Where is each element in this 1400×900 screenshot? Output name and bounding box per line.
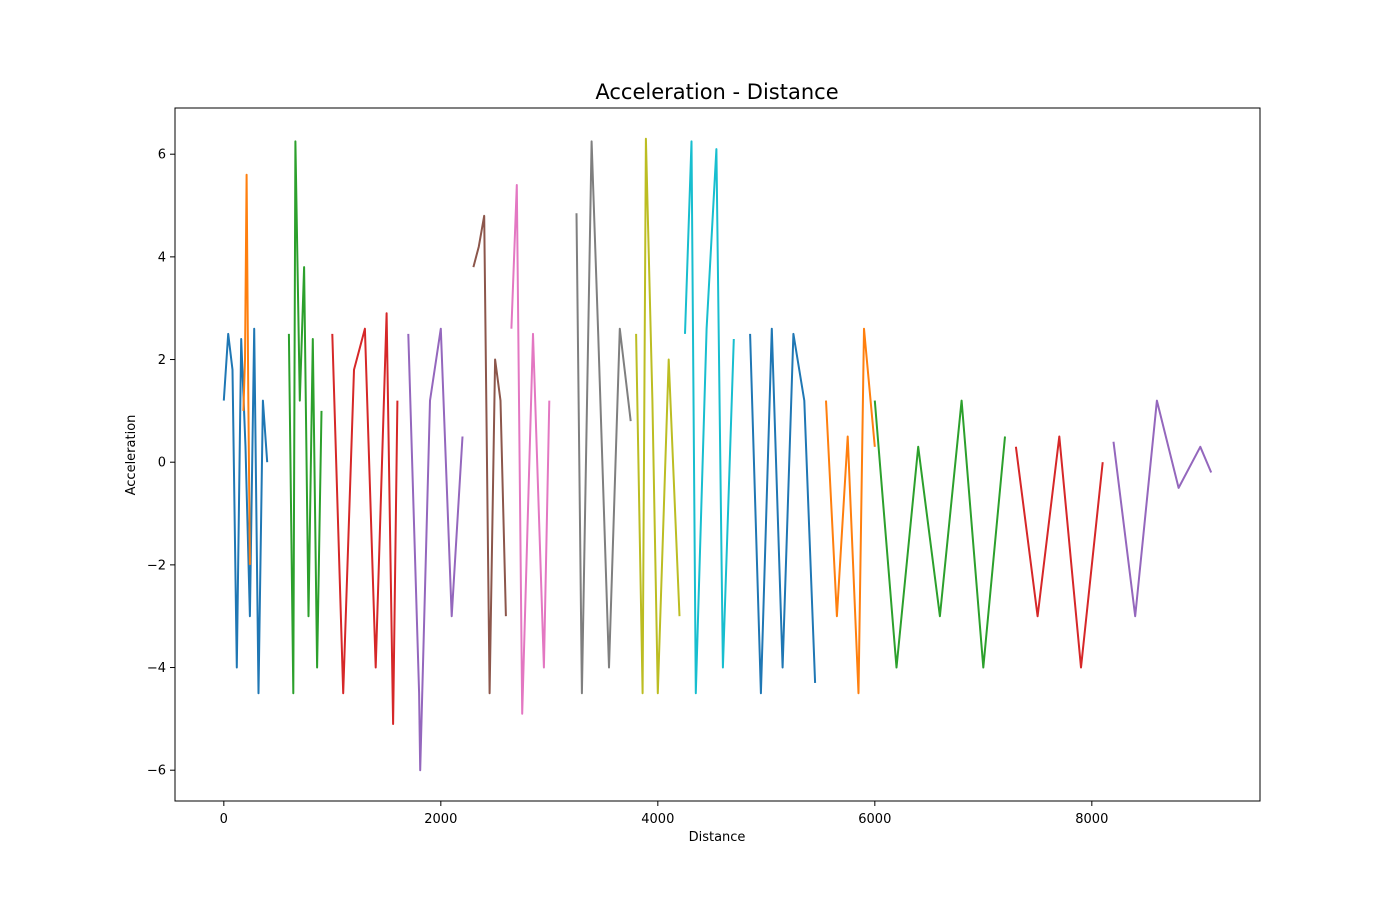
y-tick-label: 0 [158,456,166,471]
series-line-5 [407,327,464,772]
chart-title: Acceleration - Distance [595,80,838,104]
series-line-7 [510,184,551,715]
y-tick-label: 4 [158,250,166,265]
series-line-1 [222,327,269,695]
y-axis-label: Acceleration [124,415,139,496]
y-tick-label: −2 [147,558,166,573]
plot-frame [174,107,1261,802]
y-tick-label: 2 [158,353,166,368]
series-line-9 [635,137,681,695]
x-tick-label: 8000 [1075,812,1108,827]
x-tick-label: 0 [220,812,228,827]
series-line-14 [1014,435,1104,669]
x-axis-label: Distance [689,830,746,845]
series-line-12 [825,327,876,695]
series-line-2 [242,173,251,565]
series-line-15 [1112,399,1213,618]
y-tick-label: −4 [147,661,166,676]
series-line-3 [287,140,323,695]
series-line-11 [749,327,817,695]
x-tick-label: 2000 [424,812,457,827]
series-line-13 [873,399,1006,669]
x-tick-label: 6000 [858,812,891,827]
y-tick-label: 6 [158,148,166,163]
series-line-10 [684,140,735,695]
x-tick-label: 4000 [641,812,674,827]
y-axis: −6 −4 −2 0 2 4 6 [147,148,175,779]
series-line-4 [331,312,399,725]
x-axis: 0 2000 4000 6000 8000 [220,801,1108,827]
series-line-8 [575,140,632,695]
y-tick-label: −6 [147,764,166,779]
series-line-6 [472,214,507,695]
